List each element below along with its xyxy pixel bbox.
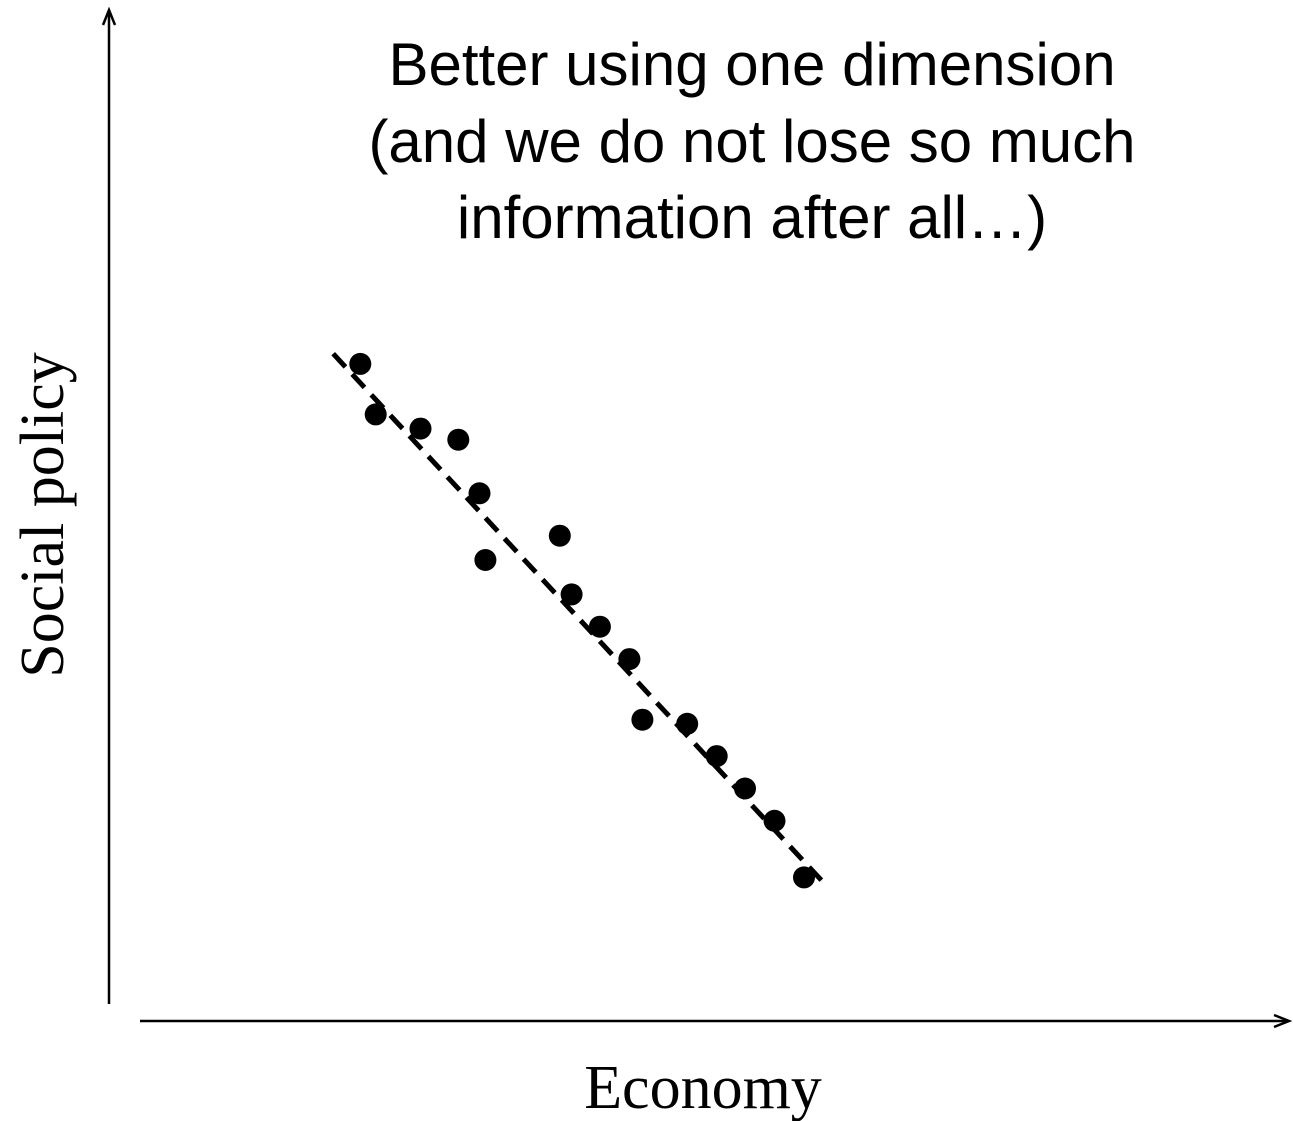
title-line-2: (and we do not lose so much: [368, 108, 1135, 175]
data-point-13: [705, 745, 728, 768]
data-point-5: [468, 482, 491, 505]
x-axis-label: Economy: [584, 1054, 822, 1121]
data-point-4: [447, 428, 470, 451]
data-point-7: [548, 524, 571, 547]
data-point-3: [409, 417, 432, 440]
title-line-3: information after all…): [457, 184, 1047, 251]
y-axis-label: Social policy: [9, 352, 77, 677]
data-point-1: [349, 352, 372, 375]
data-point-14: [734, 777, 756, 800]
data-point-10: [618, 648, 641, 671]
x-axis-arrowhead: [1273, 1013, 1293, 1029]
title-line-1: Better using one dimension: [388, 31, 1115, 98]
y-axis-arrowhead: [101, 6, 117, 26]
data-point-8: [560, 583, 583, 606]
data-point-11: [631, 708, 654, 731]
trend-line: [331, 352, 828, 887]
data-point-6: [474, 549, 497, 571]
chart-title: Better using one dimension (and we do no…: [368, 31, 1135, 251]
data-point-12: [676, 712, 699, 735]
data-point-15: [763, 809, 786, 832]
data-point-9: [588, 615, 611, 638]
x-axis: [140, 1013, 1293, 1029]
data-point-2: [364, 403, 387, 426]
y-axis: [101, 6, 117, 1004]
data-points: [349, 352, 815, 889]
data-point-16: [793, 866, 815, 889]
